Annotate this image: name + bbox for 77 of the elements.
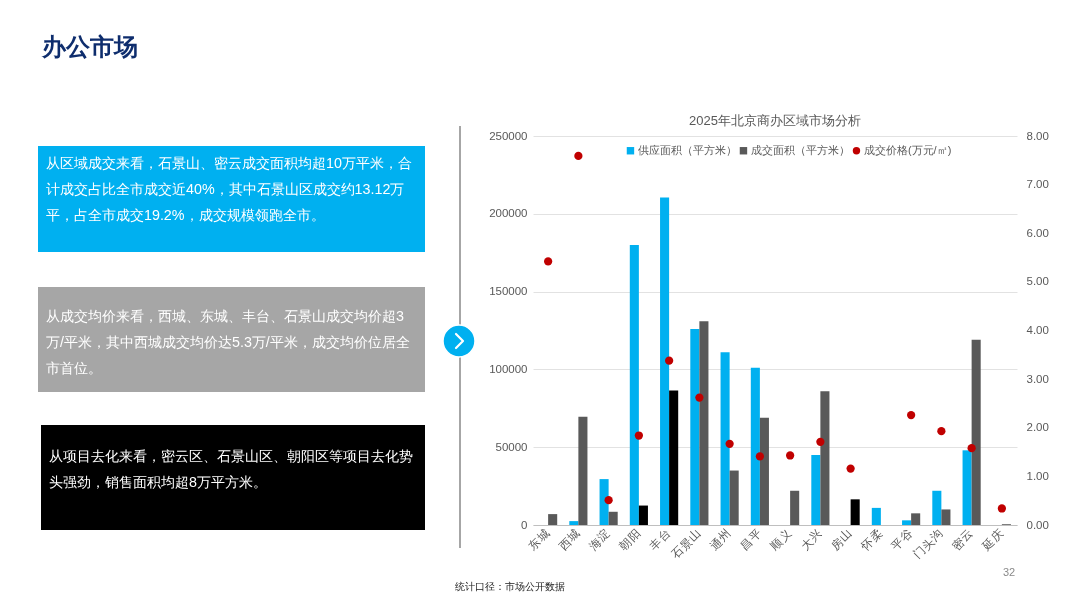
bar: [971, 339, 981, 525]
y-tick-label: 0: [521, 518, 528, 531]
y2-tick-label: 6.00: [1026, 226, 1049, 239]
point: [816, 437, 825, 446]
bar: [962, 450, 972, 525]
bar: [941, 509, 951, 525]
x-tick-label: 顺义: [767, 525, 794, 553]
x-tick-label: 延庆: [978, 525, 1006, 553]
y-tick-label: 50000: [495, 440, 528, 453]
point: [604, 496, 613, 505]
bar: [871, 507, 881, 525]
legend-label: 成交价格(万元/㎡): [863, 143, 952, 156]
point: [907, 410, 916, 420]
note-panel: 从项目去化来看，密云区、石景山区、朝阳区等项目去化势头强劲，销售面积均超8万平方米。: [41, 425, 425, 530]
point: [634, 431, 643, 440]
text: 统计口径：市场公开数据: [455, 580, 565, 594]
chart-subtitle: 2025年北京商办区域市场分析: [689, 113, 861, 128]
point: [574, 151, 583, 161]
y-tick-label: 150000: [489, 285, 528, 298]
x-tick-label: 海淀: [586, 525, 613, 553]
point: [695, 393, 704, 402]
y2-tick-label: 2.00: [1026, 421, 1049, 434]
y2-tick-label: 8.00: [1026, 129, 1049, 142]
bar: [850, 499, 860, 525]
y2-tick-label: 1.00: [1026, 469, 1049, 482]
x-tick-label: 昌平: [737, 526, 764, 553]
bar: [720, 352, 730, 525]
bar: [820, 391, 830, 525]
x-tick-label: 怀柔: [858, 526, 885, 553]
bar: [608, 511, 618, 525]
bar: [638, 505, 648, 525]
x-tick-label: 西城: [556, 526, 582, 553]
y-tick-label: 250000: [489, 129, 528, 142]
note-panel: 从区域成交来看，石景山、密云成交面积均超10万平米，合计成交占比全市成交近40%，其中石景山区成交约13.12万平，占全市成交19.2%，成交规模领跑全市。: [38, 146, 425, 252]
x-tick-label: 房山: [828, 525, 855, 553]
bar: [599, 479, 609, 525]
x-tick-label: 朝阳: [616, 526, 643, 553]
point: [786, 451, 795, 460]
note-panel: 从成交均价来看，西城、东城、丰台、石景山成交均价超3万/平米，其中西城成交均价达5.3万/平米，成交均价位居全市首位。: [38, 287, 425, 392]
point: [997, 504, 1006, 513]
x-tick-label: 丰台: [647, 526, 673, 553]
point: [967, 444, 976, 453]
bar: [790, 490, 800, 525]
y2-tick-label: 7.00: [1026, 178, 1049, 191]
bar: [578, 416, 588, 525]
text: 办公市场: [42, 32, 138, 62]
point: [846, 464, 855, 473]
x-tick-label: 大兴: [797, 525, 824, 553]
bar: [548, 514, 558, 525]
bar: [932, 490, 942, 525]
bar: [699, 321, 709, 525]
y2-tick-label: 3.00: [1026, 372, 1049, 385]
bar: [629, 244, 639, 525]
bar: [669, 390, 679, 525]
x-tick-label: 密云: [949, 525, 976, 553]
bar: [690, 328, 700, 525]
y-tick-label: 100000: [489, 362, 528, 375]
text: 32: [1003, 566, 1016, 578]
point: [937, 427, 946, 436]
bar: [759, 417, 769, 525]
bar: [911, 513, 921, 525]
point: [725, 439, 734, 448]
y-tick-label: 200000: [489, 207, 528, 220]
bar: [811, 454, 821, 525]
y2-tick-label: 4.00: [1026, 324, 1049, 336]
point: [665, 356, 674, 365]
y2-tick-label: 0.00: [1026, 518, 1049, 531]
y2-tick-label: 5.00: [1026, 275, 1049, 288]
x-tick-label: 通州: [707, 526, 734, 553]
bar: [569, 521, 579, 525]
bar: [750, 367, 760, 525]
legend-label: 供应面积（平方米）: [637, 143, 737, 156]
bar: [729, 470, 739, 525]
bar: [902, 520, 912, 525]
bar: [660, 197, 670, 525]
point: [755, 452, 764, 461]
point: [544, 257, 553, 266]
